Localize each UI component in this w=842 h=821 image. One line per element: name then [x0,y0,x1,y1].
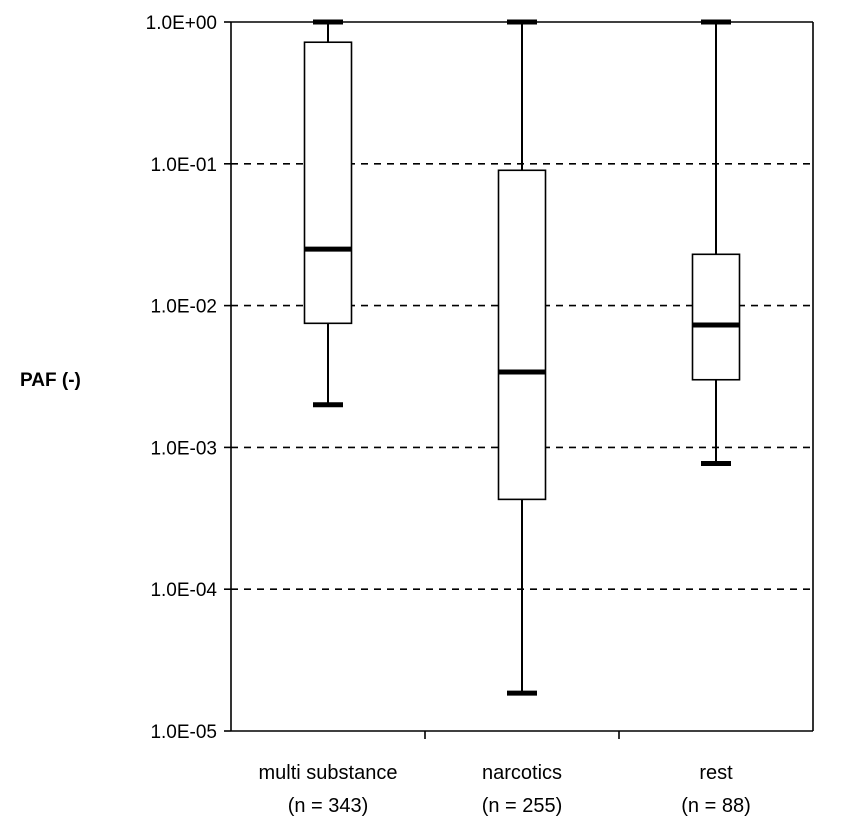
labels: 1.0E+00 1.0E-01 1.0E-02 1.0E-03 1.0E-04 1.0E-… [146,13,751,817]
category-count-label: (n = 88) [681,795,750,817]
iqr-box [303,41,353,325]
y-tick-label: 1.0E-03 [150,438,217,459]
category-count-label: (n = 343) [288,795,369,817]
iqr-box [497,169,547,501]
category-label: multi substance [259,762,398,784]
iqr-box [691,253,741,381]
y-axis-title: PAF (-) [20,370,81,391]
category-label: narcotics [482,762,562,784]
y-tick-label: 1.0E-05 [150,722,217,743]
boxes [303,19,741,696]
y-tick-label: 1.0E-04 [150,580,217,601]
y-tick-label: 1.0E-02 [150,297,217,318]
y-tick-label: 1.0E-01 [150,155,217,176]
y-tick-label: 1.0E+00 [146,13,217,34]
category-label: rest [699,762,733,784]
category-count-label: (n = 255) [482,795,563,817]
